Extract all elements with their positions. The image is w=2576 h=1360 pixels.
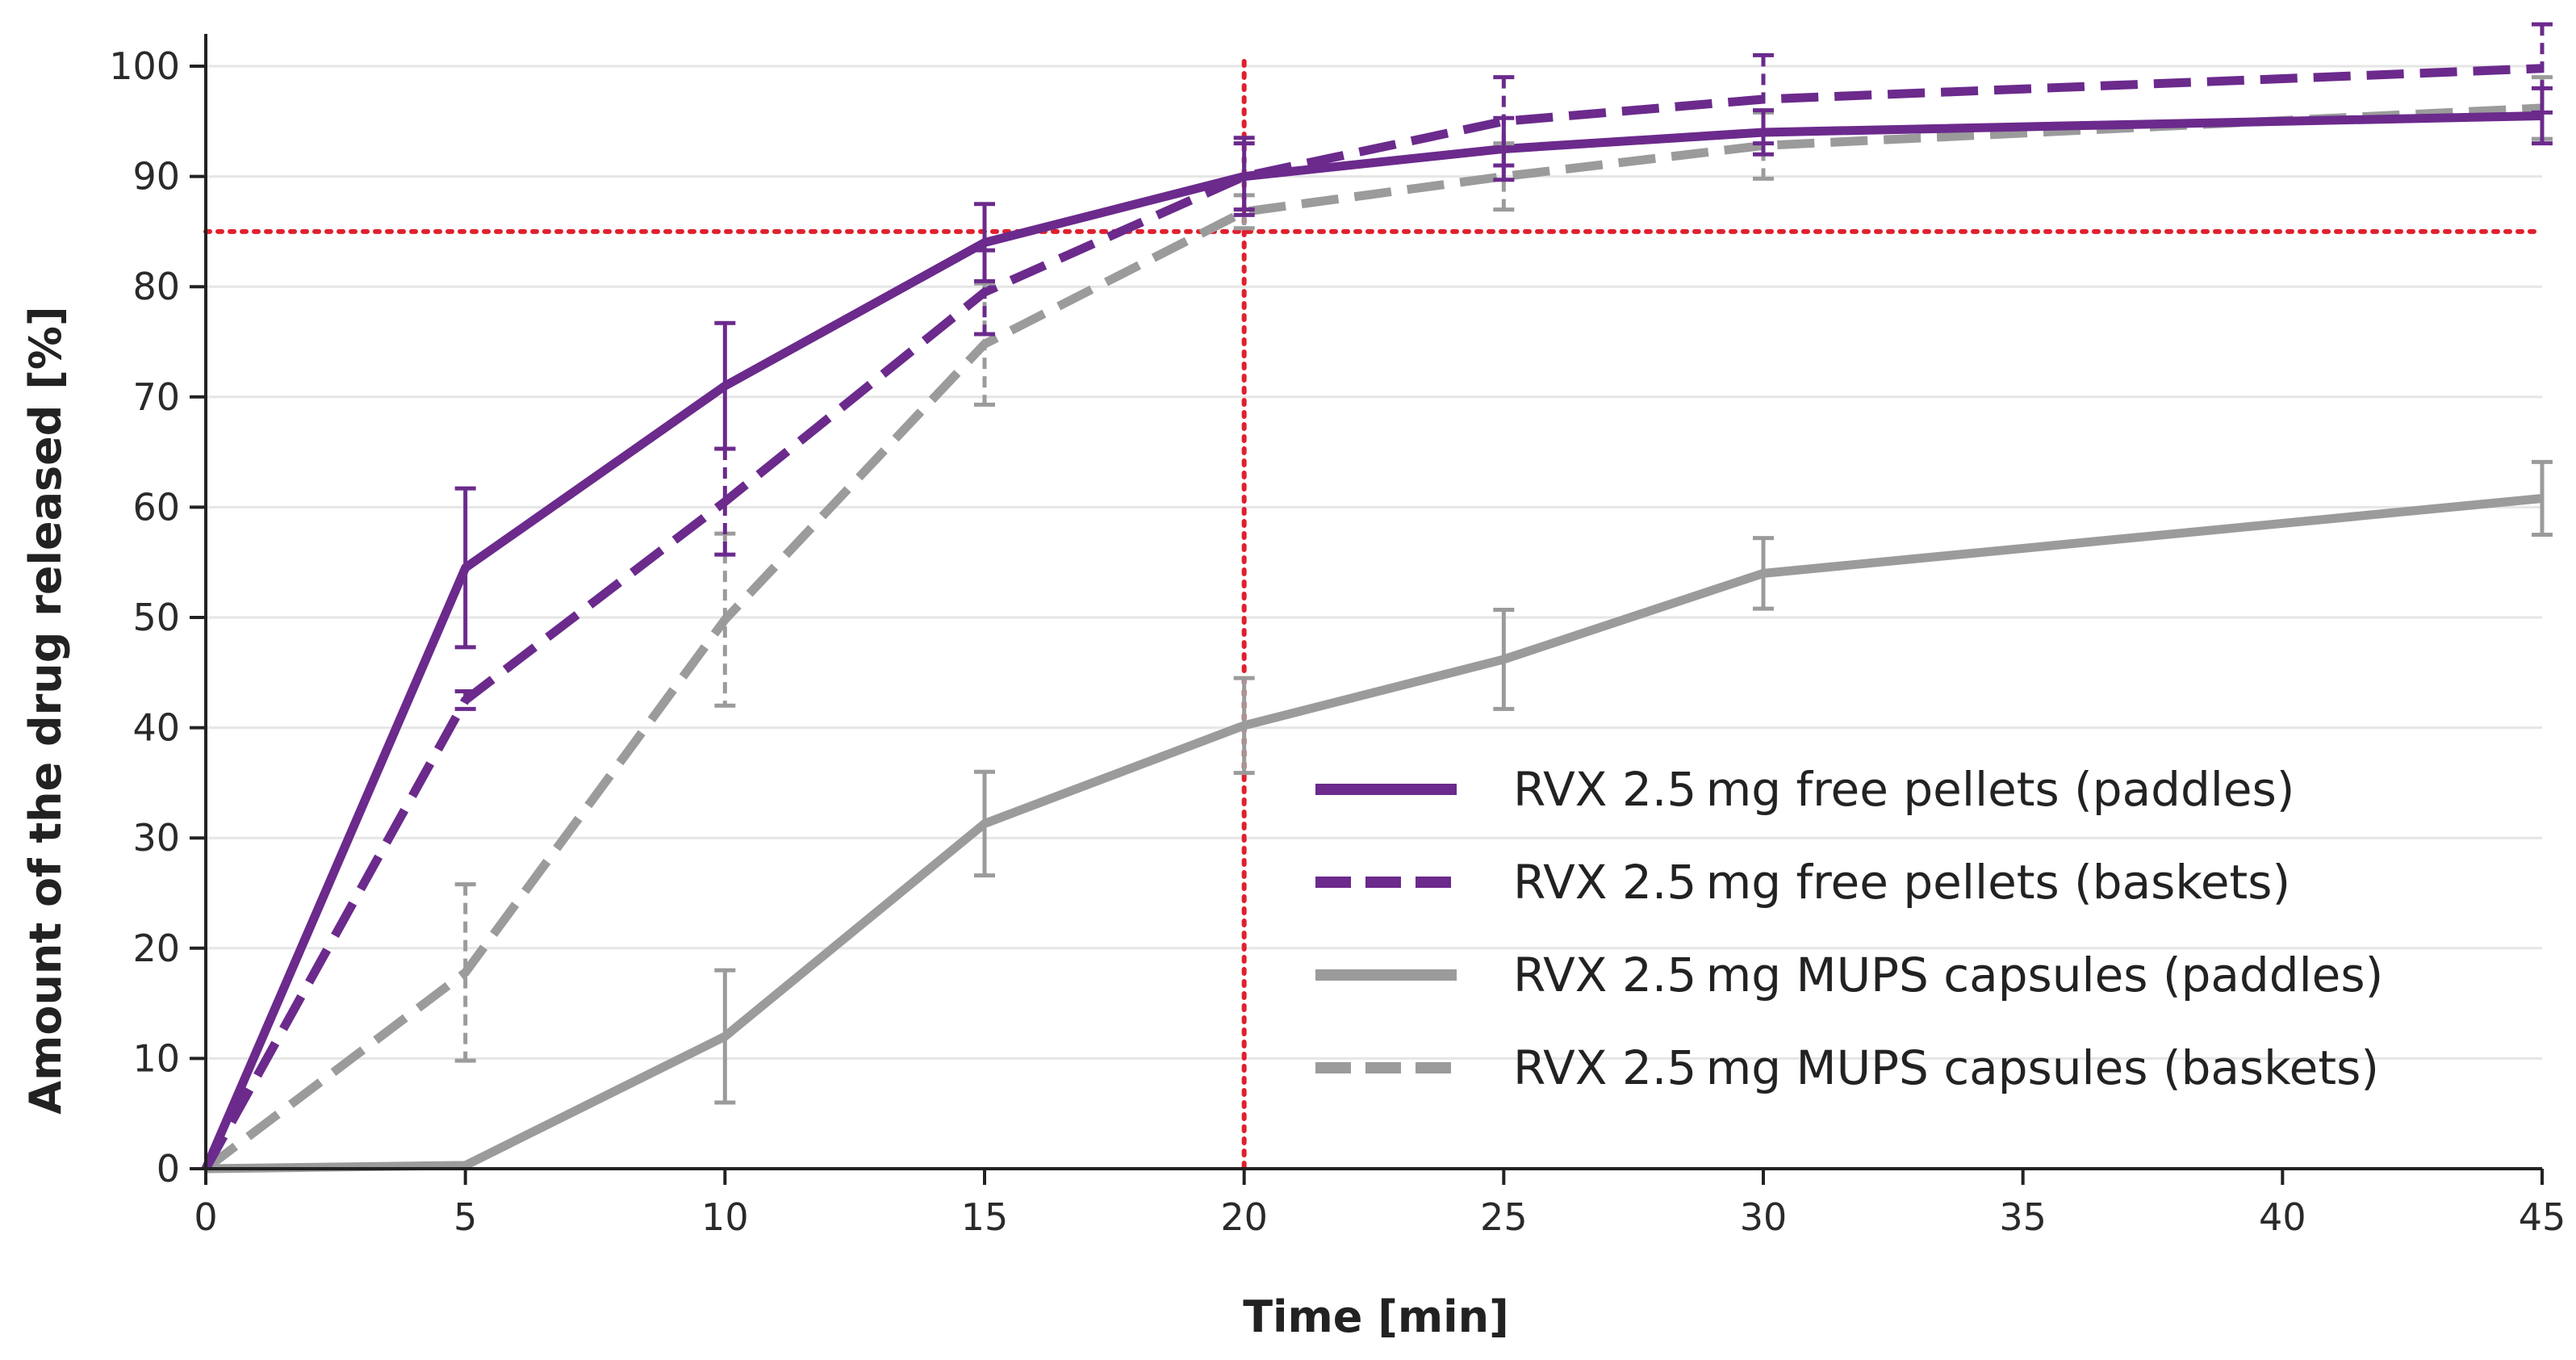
x-tick-label-25: 25 <box>1480 1195 1528 1239</box>
x-tick-label-15: 15 <box>961 1195 1009 1239</box>
y-tick-label-50: 50 <box>132 596 180 639</box>
x-tick-label-40: 40 <box>2259 1195 2306 1239</box>
y-tick-label-30: 30 <box>132 816 180 860</box>
x-tick-label-35: 35 <box>1999 1195 2047 1239</box>
legend: RVX 2.5 mg free pellets (paddles) RVX 2.… <box>1315 762 2383 1095</box>
axes <box>190 34 2544 1185</box>
series-line-2 <box>205 493 2543 1174</box>
y-tick-label-70: 70 <box>132 375 180 419</box>
y-tick-label-100: 100 <box>109 44 180 88</box>
series-line-3 <box>203 103 2543 1173</box>
y-tick-label-80: 80 <box>132 265 180 308</box>
series-line-0 <box>201 111 2543 1171</box>
y-tick-label-0: 0 <box>157 1147 180 1191</box>
y-tick-label-60: 60 <box>132 485 180 529</box>
y-tick-label-10: 10 <box>132 1036 180 1080</box>
y-tick-label-20: 20 <box>132 927 180 970</box>
y-tick-label-40: 40 <box>132 706 180 750</box>
y-tick-label-90: 90 <box>132 155 180 199</box>
x-tick-label-10: 10 <box>701 1195 749 1239</box>
x-axis-title: Time [min] <box>1243 1291 1509 1342</box>
reference-lines <box>203 59 2545 1171</box>
x-tick-label-5: 5 <box>454 1195 477 1239</box>
legend-label-free-pellets-baskets: RVX 2.5 mg free pellets (baskets) <box>1513 855 2290 910</box>
y-axis-title: Amount of the drug released [%] <box>20 306 71 1114</box>
series-lines <box>201 64 2543 1174</box>
legend-label-mups-capsules-paddles: RVX 2.5 mg MUPS capsules (paddles) <box>1513 948 2383 1002</box>
x-tick-label-20: 20 <box>1220 1195 1268 1239</box>
series-line-1 <box>202 64 2543 1171</box>
tick-labels: 0 10 20 30 40 50 60 70 80 90 100 0 5 10 15 20 25 30 35 40 45 <box>109 44 2566 1239</box>
error-bars <box>454 22 2553 1105</box>
legend-label-mups-capsules-baskets: RVX 2.5 mg MUPS capsules (baskets) <box>1513 1040 2379 1095</box>
x-tick-label-45: 45 <box>2519 1195 2566 1239</box>
gridlines <box>206 65 2542 1060</box>
x-tick-label-0: 0 <box>194 1195 217 1239</box>
legend-label-free-pellets-paddles: RVX 2.5 mg free pellets (paddles) <box>1513 762 2294 817</box>
x-tick-label-30: 30 <box>1740 1195 1788 1239</box>
